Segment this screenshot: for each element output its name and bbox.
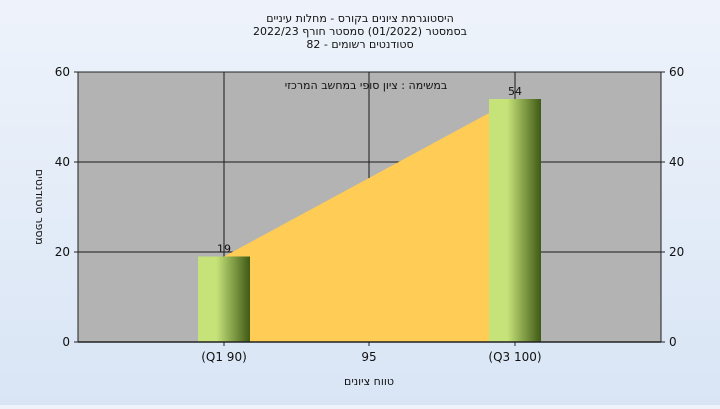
y-tick-label-left-2: 40 bbox=[55, 155, 70, 169]
y-axis-title: מספר סטודנטים bbox=[33, 169, 46, 245]
y-tick-label-right-3: 60 bbox=[669, 65, 684, 79]
x-axis-title: טווח ציונים bbox=[344, 375, 394, 388]
data-label-2: 54 bbox=[508, 85, 522, 98]
chart-title: היסטוגרמת ציונים בקורס - מחלות עיניים בס… bbox=[253, 12, 467, 51]
area-fill bbox=[224, 99, 515, 342]
y-tick-label-left-3: 60 bbox=[55, 65, 70, 79]
data-label-0: 19 bbox=[217, 243, 231, 256]
title-line-1: היסטוגרמת ציונים בקורס - מחלות עיניים bbox=[266, 12, 454, 25]
y-tick-label-left-0: 0 bbox=[62, 335, 70, 349]
x-tick-label-0: (Q1 90) bbox=[201, 350, 247, 364]
bar-series bbox=[198, 99, 541, 342]
chart-annotation: במשימה : ציון סופי במחשב המרכזי bbox=[285, 79, 448, 92]
y-tick-label-right-2: 40 bbox=[669, 155, 684, 169]
bar-0 bbox=[198, 256, 250, 342]
area-series bbox=[224, 99, 515, 342]
y-tick-label-right-0: 0 bbox=[669, 335, 677, 349]
x-tick-label-1: 95 bbox=[361, 350, 376, 364]
tick-labels: 0 0 20 20 40 40 60 60 (Q1 90) 95 (Q3 100) bbox=[55, 65, 685, 364]
y-tick-label-left-1: 20 bbox=[55, 245, 70, 259]
y-tick-label-right-1: 20 bbox=[669, 245, 684, 259]
bar-2 bbox=[489, 99, 541, 342]
title-line-2: בסמסטר (01/2022) סמסטר חורף 2022/23 bbox=[253, 25, 467, 38]
title-line-3: סטודנטים רשומים - 82 bbox=[306, 38, 413, 51]
x-tick-label-2: (Q3 100) bbox=[488, 350, 541, 364]
